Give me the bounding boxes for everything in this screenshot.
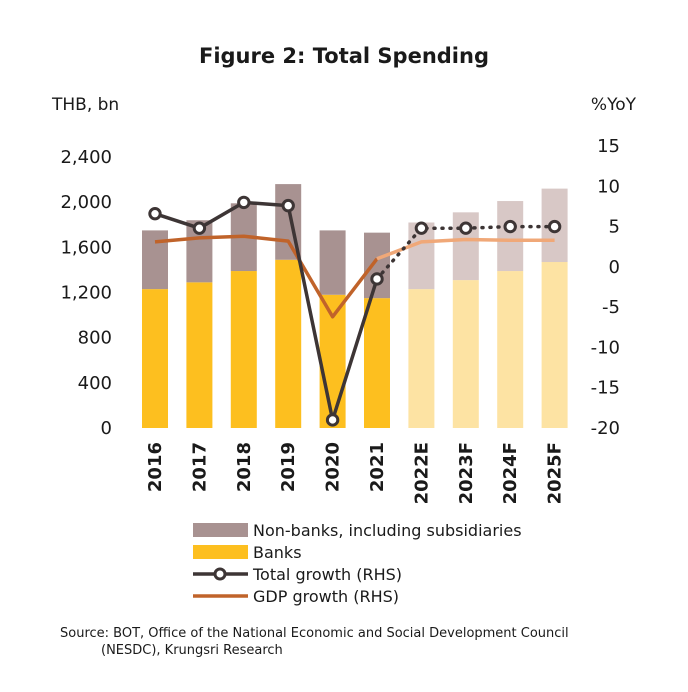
bar-banks bbox=[275, 259, 302, 428]
category-label: 2023F bbox=[456, 442, 477, 504]
bar-banks bbox=[364, 298, 390, 428]
bar-non-banks bbox=[364, 232, 390, 299]
legend-label: Banks bbox=[253, 543, 302, 562]
left-tick-label: 800 bbox=[78, 328, 112, 349]
total-growth-marker bbox=[192, 221, 207, 235]
legend-swatch-bar bbox=[193, 545, 248, 559]
right-tick-label: 5 bbox=[609, 217, 620, 238]
source-line-1: Source: BOT, Office of the National Econ… bbox=[60, 626, 569, 641]
gdp-growth-forecast-line bbox=[376, 237, 555, 261]
category-label: 2025F bbox=[545, 442, 566, 504]
right-tick-label: 0 bbox=[609, 257, 620, 278]
source-line-2: (NESDC), Krungsri Research bbox=[101, 643, 283, 658]
right-tick-label: -5 bbox=[602, 297, 620, 318]
bar-banks bbox=[541, 262, 568, 428]
total-growth-marker bbox=[459, 221, 473, 235]
left-axis-unit: THB, bn bbox=[51, 95, 119, 115]
chart-legend: Non-banks, including subsidiaries Banks To… bbox=[193, 521, 522, 606]
gdp-growth-line bbox=[154, 234, 379, 319]
left-tick-label: 1,200 bbox=[60, 283, 112, 304]
category-label: 2020 bbox=[323, 442, 344, 492]
category-label: 2017 bbox=[189, 442, 210, 492]
bar-banks bbox=[186, 282, 213, 428]
legend-swatch-marker bbox=[213, 567, 227, 581]
right-tick-label: -15 bbox=[591, 378, 620, 399]
legend-swatch-bar bbox=[193, 523, 248, 537]
total-growth-marker bbox=[370, 272, 384, 286]
left-tick-label: 1,600 bbox=[60, 237, 112, 258]
bar-non-banks bbox=[142, 230, 168, 290]
total-growth-marker bbox=[237, 195, 251, 210]
bar-banks bbox=[142, 289, 168, 428]
legend-label: Total growth (RHS) bbox=[252, 565, 402, 584]
chart-title: Figure 2: Total Spending bbox=[199, 44, 489, 68]
bar-non-banks bbox=[497, 201, 524, 272]
left-tick-label: 2,400 bbox=[60, 147, 112, 168]
total-growth-marker bbox=[281, 198, 295, 213]
bar-banks bbox=[230, 271, 257, 428]
category-label: 2024F bbox=[500, 442, 521, 504]
category-label: 2021 bbox=[367, 442, 388, 492]
total-growth-marker bbox=[148, 206, 162, 221]
left-axis-ticks: 2,400 2,000 1,600 1,200 800 400 0 bbox=[60, 147, 112, 439]
total-growth-line bbox=[154, 200, 379, 422]
right-tick-label: -10 bbox=[591, 337, 620, 358]
right-axis-unit: %YoY bbox=[591, 95, 637, 115]
left-tick-label: 400 bbox=[78, 373, 112, 394]
right-tick-label: -20 bbox=[591, 418, 620, 439]
left-tick-label: 0 bbox=[101, 418, 112, 439]
total-growth-marker bbox=[414, 221, 429, 235]
total-growth-marker bbox=[503, 219, 517, 234]
bar-non-banks bbox=[319, 230, 346, 295]
bar-banks bbox=[497, 271, 524, 428]
category-label: 2022E bbox=[411, 442, 432, 504]
category-label: 2016 bbox=[145, 442, 166, 492]
right-tick-label: 10 bbox=[597, 176, 620, 197]
bar-banks bbox=[452, 280, 479, 428]
category-label: 2019 bbox=[278, 442, 299, 492]
left-tick-label: 2,000 bbox=[60, 192, 112, 213]
total-growth-marker bbox=[325, 413, 340, 427]
legend-label: GDP growth (RHS) bbox=[253, 587, 399, 606]
bar-series bbox=[142, 184, 568, 428]
right-axis-ticks: 15 10 5 0 -5 -10 -15 -20 bbox=[591, 136, 620, 439]
line-series bbox=[148, 195, 562, 427]
category-label: 2018 bbox=[234, 442, 255, 492]
legend-label: Non-banks, including subsidiaries bbox=[253, 521, 522, 540]
category-labels: 2016 2017 2018 2019 2020 2021 2022E 2023F 2024F 2… bbox=[145, 442, 566, 504]
right-tick-label: 15 bbox=[597, 136, 620, 157]
bar-banks bbox=[408, 289, 435, 428]
total-growth-marker bbox=[547, 219, 562, 234]
